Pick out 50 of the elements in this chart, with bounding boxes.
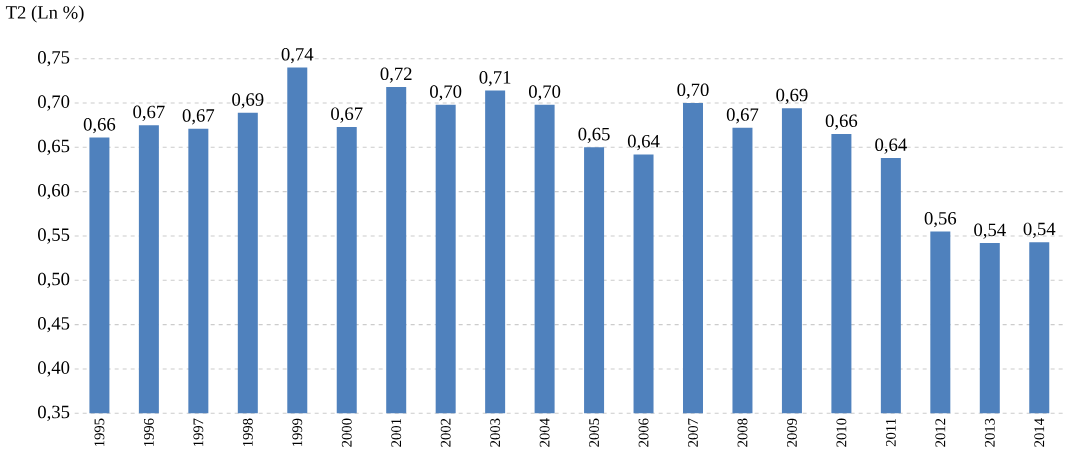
x-tick-label: 1997 [193,418,204,447]
data-label: 0,54 [974,223,1006,239]
x-tick-label: 1995 [94,418,105,447]
data-label: 0,66 [83,118,116,134]
x-tick-label: 2014 [1034,418,1045,447]
x-tick-label: 2001 [391,418,402,447]
data-label: 0,71 [479,71,511,87]
y-tick-label: 0,50 [38,272,70,288]
data-label: 0,67 [182,109,215,125]
y-tick-label: 0,55 [38,228,70,244]
data-label: 0,54 [1023,222,1056,238]
x-tick-label: 1998 [242,418,253,447]
y-tick-label: 0,40 [38,361,70,377]
y-tick-label: 0,75 [38,51,70,67]
y-tick-label: 0,70 [38,95,70,111]
x-tick-label: 2005 [589,418,600,447]
x-tick-label: 2000 [341,418,352,447]
y-tick-label: 0,65 [38,139,70,155]
x-tick-label: 2008 [737,418,748,447]
data-label: 0,64 [875,138,907,154]
data-label: 0,70 [677,83,709,99]
data-label: 0,66 [825,114,858,130]
data-label: 0,65 [578,127,610,144]
data-label: 0,67 [133,105,165,121]
data-label: 0,74 [281,47,314,64]
y-tick-label: 0,35 [38,405,70,421]
data-label: 0,64 [627,134,660,151]
x-tick-label: 1999 [292,418,303,447]
x-tick-label: 2007 [688,418,698,447]
x-tick-label: 2009 [786,418,797,447]
data-label: 0,67 [331,107,363,123]
x-tick-label: 2010 [836,418,847,447]
x-tick-label: 2012 [935,418,946,447]
y-axis-title: T2 (Ln %) [5,5,84,23]
y-tick-label: 0,45 [38,317,70,333]
data-label: 0,69 [776,88,808,105]
y-tick-label: 0,60 [38,184,70,200]
x-tick-label: 2002 [440,418,451,447]
data-label: 0,67 [726,108,759,124]
x-tick-label: 2011 [885,418,896,447]
data-label: 0,72 [380,67,412,83]
data-label: 0,56 [924,212,957,228]
x-tick-label: 2006 [638,418,649,447]
x-tick-label: 1996 [143,418,154,447]
data-label: 0,70 [528,85,561,101]
x-tick-label: 2004 [539,418,550,447]
x-tick-label: 2003 [490,418,501,447]
data-label: 0,70 [430,85,462,101]
x-tick-label: 2013 [984,418,995,447]
data-label: 0,69 [232,93,264,109]
